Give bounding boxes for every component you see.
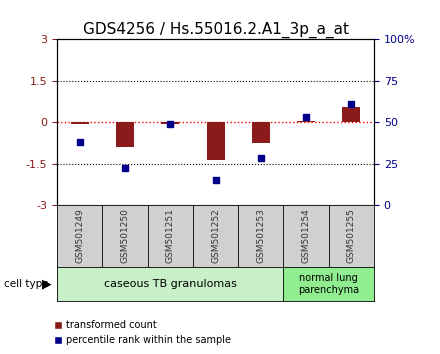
Text: cell type: cell type (4, 279, 49, 289)
Text: GSM501251: GSM501251 (166, 209, 175, 263)
Bar (206, 122, 225, 160)
Bar (297, 121, 315, 122)
Text: GSM501252: GSM501252 (211, 209, 220, 263)
Text: ▶: ▶ (42, 278, 51, 291)
Bar (342, 107, 360, 122)
Bar (161, 122, 180, 124)
Text: GSM501254: GSM501254 (301, 209, 311, 263)
Text: GSM501255: GSM501255 (347, 209, 356, 263)
Legend: transformed count, percentile rank within the sample: transformed count, percentile rank withi… (49, 316, 235, 349)
Text: normal lung
parenchyma: normal lung parenchyma (298, 273, 359, 295)
Title: GDS4256 / Hs.55016.2.A1_3p_a_at: GDS4256 / Hs.55016.2.A1_3p_a_at (83, 21, 348, 38)
Text: GSM501249: GSM501249 (75, 209, 84, 263)
Text: GSM501253: GSM501253 (257, 209, 265, 263)
Bar (71, 122, 89, 124)
Text: caseous TB granulomas: caseous TB granulomas (104, 279, 237, 289)
Bar (252, 122, 270, 143)
Bar (116, 122, 134, 147)
Text: GSM501250: GSM501250 (121, 209, 130, 263)
